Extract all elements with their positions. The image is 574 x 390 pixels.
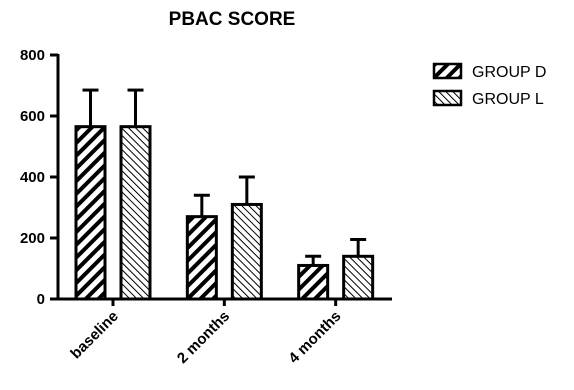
bar [230,202,263,301]
bar [297,263,330,301]
legend-label: GROUP D [472,64,546,81]
x-tick-label: baseline [67,308,121,362]
legend: GROUP D GROUP L [432,62,546,108]
bar [74,125,107,301]
chart-title: PBAC SCORE [169,9,296,30]
y-tick-label: 200 [20,230,45,247]
bar [342,254,375,301]
bar [185,215,218,301]
x-tick-labels: baseline 2 months 4 months [67,299,344,367]
bar [119,125,152,301]
legend-label: GROUP L [472,91,544,108]
y-tick-label: 600 [20,108,45,125]
x-tick-label: 4 months [285,308,344,367]
legend-swatch [432,89,463,107]
y-tick-label: 800 [20,47,45,64]
y-tick-label: 0 [37,291,45,308]
bars [74,88,375,301]
legend-swatch [432,62,463,80]
y-tick-label: 400 [20,169,45,186]
x-tick-label: 2 months [174,308,233,367]
